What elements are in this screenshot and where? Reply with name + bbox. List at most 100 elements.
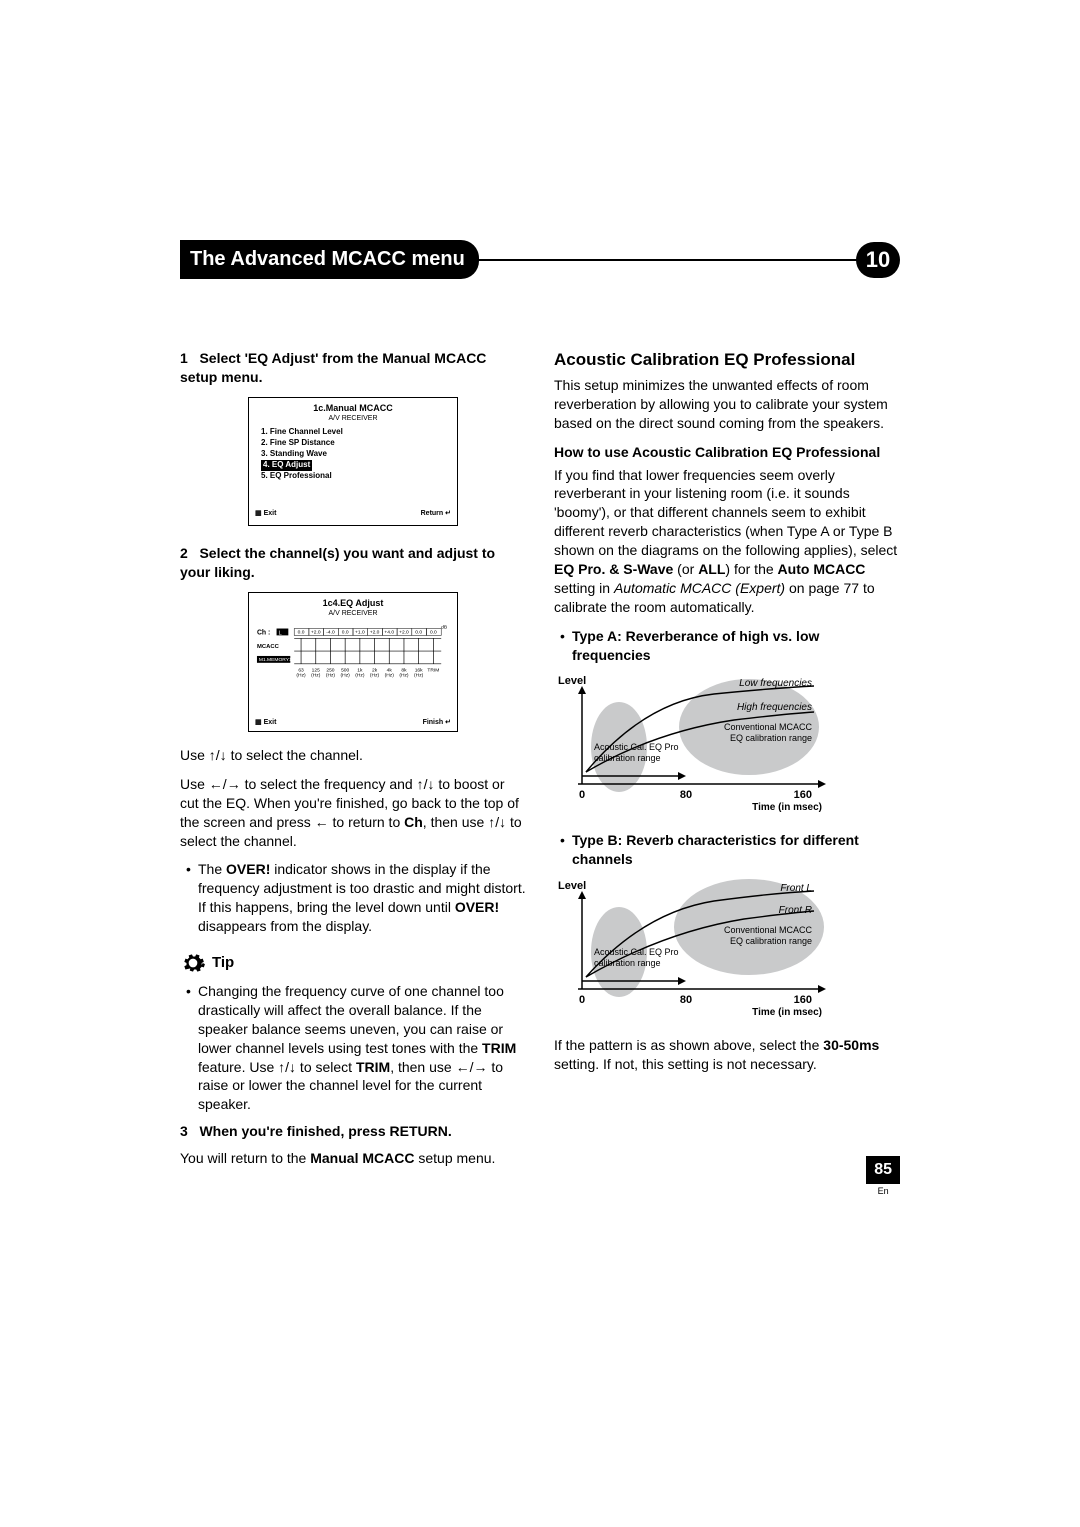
tip-c: feature. Use ↑/↓ to select xyxy=(198,1059,356,1075)
chapter-title: The Advanced MCACC menu xyxy=(180,240,479,279)
menu-item: 2. Fine SP Distance xyxy=(261,438,451,449)
right-column: Acoustic Calibration EQ Professional Thi… xyxy=(554,349,900,1178)
svg-text:Level: Level xyxy=(558,675,586,687)
svg-text:80: 80 xyxy=(680,994,692,1006)
s3b: Manual MCACC xyxy=(310,1150,414,1166)
step-2-text: Select the channel(s) you want and adjus… xyxy=(180,545,495,580)
step-3-num: 3 xyxy=(180,1123,188,1139)
tip-d: TRIM xyxy=(356,1059,390,1075)
step-3-text: When you're finished, press RETURN. xyxy=(199,1123,451,1139)
svg-text:EQ calibration range: EQ calibration range xyxy=(730,733,812,743)
menu-list: 1. Fine Channel Level 2. Fine SP Distanc… xyxy=(255,427,451,481)
menu-subtitle: A/V RECEIVER xyxy=(255,414,451,423)
svg-text:Ch :: Ch : xyxy=(257,630,270,637)
section-heading: Acoustic Calibration EQ Professional xyxy=(554,349,900,372)
step-3: 3 When you're finished, press RETURN. xyxy=(180,1122,526,1141)
menu-item: 3. Standing Wave xyxy=(261,449,451,460)
svg-text:0.0: 0.0 xyxy=(430,630,437,636)
eq-finish: Finish xyxy=(423,719,444,726)
p1f: Auto MCACC xyxy=(778,561,866,577)
p1e: ) for the xyxy=(725,561,777,577)
svg-text:Conventional MCACC: Conventional MCACC xyxy=(724,925,813,935)
chapter-rule xyxy=(479,259,858,261)
svg-text:Low frequencies: Low frequencies xyxy=(739,678,812,689)
eq-graph-svg: Ch : L dB 0.0 +2.0 -4.0 0.0 +1.0 +2.0 +4… xyxy=(255,622,451,686)
svg-text:(Hz): (Hz) xyxy=(341,673,351,679)
eq-title: 1c4.EQ Adjust xyxy=(255,597,451,609)
svg-text:160: 160 xyxy=(794,789,812,801)
svg-text:0.0: 0.0 xyxy=(415,630,422,636)
type-a-bullet: Type A: Reverberance of high vs. low fre… xyxy=(554,627,900,665)
svg-text:(Hz): (Hz) xyxy=(355,673,365,679)
svg-text:+2.0: +2.0 xyxy=(370,630,380,636)
howto-paragraph: If you find that lower frequencies seem … xyxy=(554,466,900,617)
step-1-num: 1 xyxy=(180,350,188,366)
svg-text:+2.0: +2.0 xyxy=(311,630,321,636)
over-e: disappears from the display. xyxy=(198,918,372,934)
menu-item: 5. EQ Professional xyxy=(261,471,451,482)
chapter-header: The Advanced MCACC menu 10 xyxy=(180,240,900,279)
step-3-after: You will return to the Manual MCACC setu… xyxy=(180,1149,526,1168)
svg-text:+4.0: +4.0 xyxy=(384,630,394,636)
svg-text:M1.MEMORY1: M1.MEMORY1 xyxy=(259,657,292,663)
type-b-bullet: Type B: Reverb characteristics for diffe… xyxy=(554,831,900,869)
eq-footer: ▦ Exit Finish ↵ xyxy=(255,718,451,727)
svg-text:(Hz): (Hz) xyxy=(399,673,409,679)
type-a-label: Type A: Reverberance of high vs. low fre… xyxy=(572,628,819,663)
over-b: OVER! xyxy=(226,861,270,877)
svg-text:Conventional MCACC: Conventional MCACC xyxy=(724,722,813,732)
menu-exit: Exit xyxy=(264,510,277,517)
svg-text:(Hz): (Hz) xyxy=(370,673,380,679)
over-a: The xyxy=(198,861,226,877)
svg-text:80: 80 xyxy=(680,789,692,801)
s3c: setup menu. xyxy=(414,1150,495,1166)
svg-text:160: 160 xyxy=(794,994,812,1006)
p1h: Automatic MCACC (Expert) xyxy=(614,580,785,596)
svg-text:+2.0: +2.0 xyxy=(399,630,409,636)
svg-text:Front R: Front R xyxy=(779,905,812,916)
svg-text:(Hz): (Hz) xyxy=(414,673,424,679)
tip-label: Tip xyxy=(212,953,234,973)
ch-label: Ch xyxy=(404,814,423,830)
step-2-num: 2 xyxy=(180,545,188,561)
step-2: 2 Select the channel(s) you want and adj… xyxy=(180,544,526,582)
step-1-text: Select 'EQ Adjust' from the Manual MCACC… xyxy=(180,350,486,385)
menu-item: 4. EQ Adjust xyxy=(261,460,451,471)
eq-exit: Exit xyxy=(264,719,277,726)
graph-b: Level Front L Front R Conventional MCACC… xyxy=(554,877,900,1022)
svg-text:Time (in msec): Time (in msec) xyxy=(752,802,822,812)
chapter-number: 10 xyxy=(866,245,890,275)
type-b-label: Type B: Reverb characteristics for diffe… xyxy=(572,832,859,867)
page-number: 85 xyxy=(866,1156,900,1184)
svg-text:0: 0 xyxy=(579,994,585,1006)
svg-text:0.0: 0.0 xyxy=(342,630,349,636)
svg-text:EQ calibration range: EQ calibration range xyxy=(730,936,812,946)
mcacc-menu-screenshot: 1c.Manual MCACC A/V RECEIVER 1. Fine Cha… xyxy=(248,397,458,526)
graph-b-svg: Level Front L Front R Conventional MCACC… xyxy=(554,877,834,1017)
gear-icon xyxy=(180,950,206,976)
menu-return: Return xyxy=(421,510,444,517)
svg-text:-4.0: -4.0 xyxy=(326,630,335,636)
svg-text:calibration range: calibration range xyxy=(594,958,661,968)
over-d: OVER! xyxy=(455,899,499,915)
svg-text:High frequencies: High frequencies xyxy=(737,702,812,713)
svg-text:calibration range: calibration range xyxy=(594,753,661,763)
ca: If the pattern is as shown above, select… xyxy=(554,1037,823,1053)
svg-text:Acoustic Cal. EQ Pro: Acoustic Cal. EQ Pro xyxy=(594,742,679,752)
left-column: 1 Select 'EQ Adjust' from the Manual MCA… xyxy=(180,349,526,1178)
svg-text:(Hz): (Hz) xyxy=(326,673,336,679)
page-lang: En xyxy=(866,1185,900,1197)
closing-text: If the pattern is as shown above, select… xyxy=(554,1036,900,1074)
chapter-number-badge: 10 xyxy=(856,242,900,278)
svg-text:(Hz): (Hz) xyxy=(311,673,321,679)
menu-footer: ▦ Exit Return ↵ xyxy=(255,509,451,518)
s3a: You will return to the xyxy=(180,1150,310,1166)
cc: setting. If not, this setting is not nec… xyxy=(554,1056,817,1072)
menu-item: 1. Fine Channel Level xyxy=(261,427,451,438)
page-number-badge: 85 En xyxy=(866,1156,900,1197)
use-freq-text: Use ←/→ to select the frequency and ↑/↓ … xyxy=(180,775,526,851)
svg-text:+1.0: +1.0 xyxy=(355,630,365,636)
p1c: (or xyxy=(673,561,698,577)
tip-bullet: Changing the frequency curve of one chan… xyxy=(180,982,526,1114)
tip-a: Changing the frequency curve of one chan… xyxy=(198,983,504,1056)
